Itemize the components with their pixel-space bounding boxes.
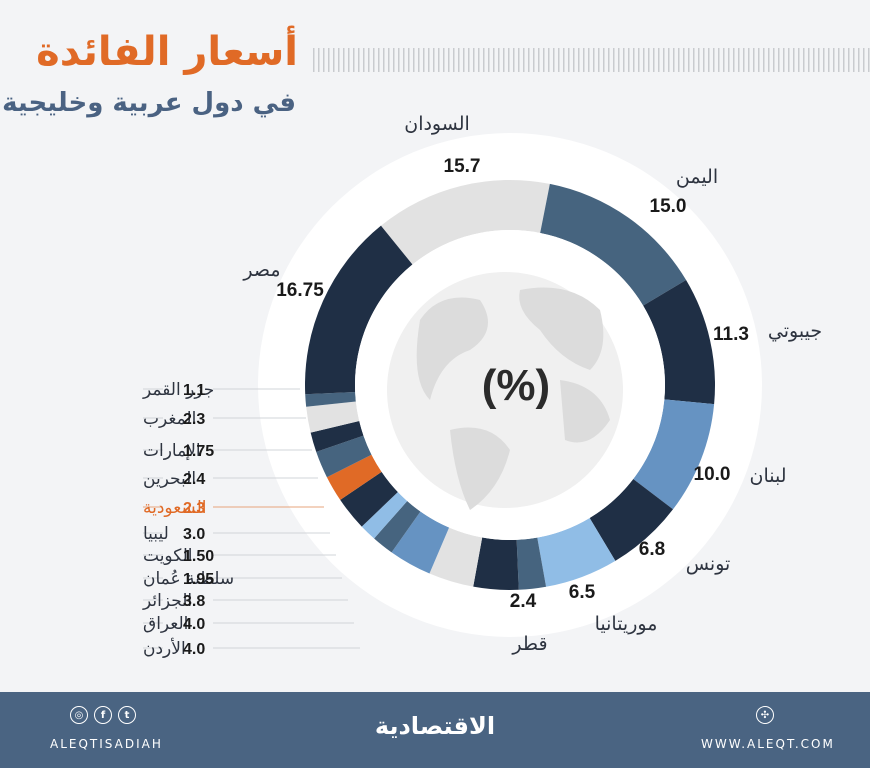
legend-country-label: الجزائر	[142, 591, 192, 611]
donut-segment[interactable]: سلطنة عُمان 1.95	[374, 501, 421, 553]
donut-segment[interactable]: قطر 2.4	[516, 537, 547, 590]
country-label: السودان	[404, 113, 470, 135]
globe-icon	[387, 272, 623, 510]
value-label: 15.7	[444, 156, 481, 177]
donut-segment[interactable]: المغرب 2.3	[306, 401, 360, 433]
brand-logo: الاقتصادية	[374, 712, 496, 740]
legend-value-label: 4.0	[183, 641, 205, 658]
social-icons: ◎ f t	[70, 706, 136, 724]
website-link[interactable]: WWW.ALEQT.COM	[701, 737, 835, 751]
chart-title: أسعار الفائدة	[36, 29, 298, 75]
value-label: 6.5	[569, 582, 596, 603]
facebook-icon[interactable]: f	[94, 706, 112, 724]
country-label: تونس	[686, 553, 731, 575]
legend-country-label: ليبيا	[143, 524, 169, 544]
globe-icon[interactable]: ✣	[756, 706, 774, 724]
legend-value-label: 2.3	[183, 411, 205, 428]
donut-segment[interactable]: السودان 15.7	[380, 179, 550, 265]
legend-value-label: 2.3	[183, 500, 205, 517]
legend-value-label: 1.95	[183, 571, 214, 588]
social-handle[interactable]: ALEQTISADIAH	[50, 737, 163, 751]
legend-value-label: 3.0	[183, 526, 205, 543]
donut-segment[interactable]: الإمارات 1.75	[310, 421, 364, 452]
donut-segment[interactable]: السعودية 2.3	[326, 454, 382, 500]
value-label: 15.0	[650, 196, 687, 217]
value-label: 6.8	[639, 539, 665, 560]
donut-segment[interactable]: الأردن 4	[473, 537, 519, 591]
legend-country-label: الإمارات	[143, 441, 201, 461]
value-label: 2.4	[510, 591, 537, 612]
decorative-tick-bar	[313, 48, 870, 72]
chart-subtitle: في دول عربية وخليجية	[2, 88, 296, 118]
legend-country-label: الكويت	[143, 546, 193, 566]
legend-country-label: العراق	[143, 614, 188, 634]
legend-country-label: سلطنة عُمان	[143, 569, 234, 589]
value-label: 16.75	[276, 280, 324, 301]
legend-country-label: البحرين	[143, 469, 196, 489]
legend-value-label: 1.50	[183, 548, 214, 565]
legend-country-label: الأردن	[143, 638, 186, 659]
country-label: جيبوتي	[768, 320, 822, 342]
donut-segment[interactable]: مصر 16.75	[305, 225, 413, 395]
country-label: قطر	[511, 633, 547, 655]
donut-segment[interactable]: اليمن 15	[540, 183, 687, 306]
donut-segment[interactable]: لبنان 10	[633, 399, 715, 510]
twitter-icon[interactable]: t	[118, 706, 136, 724]
legend-country-label: السعودية	[143, 498, 206, 518]
donut-segment[interactable]: البحرين 2.4	[316, 435, 372, 478]
donut-segment[interactable]: جيبوتي 11.3	[643, 280, 715, 405]
legend-value-label: 1.75	[183, 443, 214, 460]
donut-segment[interactable]: جزر القمر 1.1	[305, 391, 356, 407]
web-icon-wrap: ✣	[756, 706, 774, 724]
country-label: موريتانيا	[595, 613, 658, 635]
country-label: مصر	[242, 259, 280, 281]
center-unit-label: (%)	[482, 361, 550, 410]
country-label: اليمن	[676, 166, 718, 188]
country-label: لبنان	[750, 465, 787, 487]
legend-country-label: جزر القمر	[142, 380, 214, 400]
footer	[0, 692, 870, 768]
instagram-icon[interactable]: ◎	[70, 706, 88, 724]
donut-segment[interactable]: ليبيا 3	[340, 471, 398, 527]
donut-segment[interactable]: العراق 4	[429, 527, 483, 587]
legend-country-label: المغرب	[143, 409, 196, 429]
value-label: 10.0	[694, 464, 731, 485]
donut-segment[interactable]: تونس 6.8	[589, 478, 674, 561]
donut-segment[interactable]: الكويت 1.5	[361, 492, 408, 539]
legend-value-label: 3.8	[183, 593, 205, 610]
legend-value-label: 2.4	[183, 471, 205, 488]
value-label: 11.3	[713, 324, 749, 345]
donut-segment[interactable]: موريتانيا 6.5	[537, 517, 616, 587]
legend-value-label: 1.1	[183, 382, 205, 399]
donut-segment[interactable]: الجزائر 3.8	[391, 511, 450, 574]
legend-value-label: 4.0	[183, 616, 205, 633]
